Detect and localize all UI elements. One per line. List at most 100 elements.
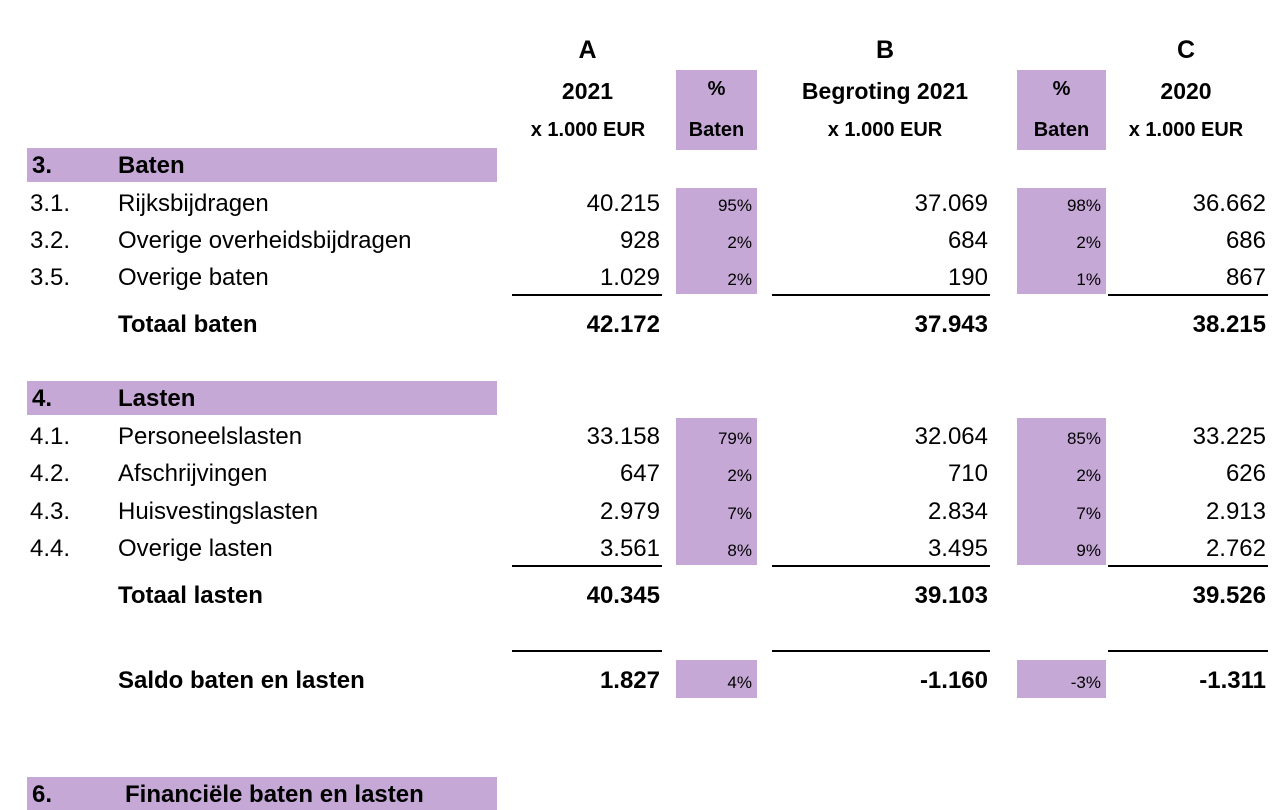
value-c: 867 <box>1225 264 1266 291</box>
pct-b: 1% <box>1076 270 1101 289</box>
section-financieel-header-shade <box>27 777 497 810</box>
value-c: 686 <box>1225 227 1266 254</box>
total-a: 40.345 <box>586 582 660 609</box>
value-b: 684 <box>947 227 988 254</box>
pct-column-a-shade <box>676 70 757 150</box>
value-a: 40.215 <box>586 190 660 217</box>
pct-b-shade-lasten <box>1017 418 1106 565</box>
value-b: 37.069 <box>914 190 988 217</box>
value-a: 1.029 <box>599 264 660 291</box>
total-a: 42.172 <box>586 311 660 338</box>
column-c-letter: C <box>1176 36 1196 64</box>
column-c-year: 2020 <box>1160 78 1212 104</box>
section-lasten-code: 4. <box>32 385 53 412</box>
pct-a-shade-baten <box>676 188 757 294</box>
column-a-pct-header: % <box>707 78 726 100</box>
row-code: 4.2. <box>30 460 71 487</box>
total-b: 37.943 <box>914 311 988 338</box>
pct-b: 98% <box>1066 196 1101 215</box>
row-label: Personeelslasten <box>118 423 303 450</box>
column-c-unit: x 1.000 EUR <box>1128 119 1244 141</box>
row-code: 3.1. <box>30 190 71 217</box>
pct-a: 2% <box>727 233 752 252</box>
pct-b-shade-saldo <box>1017 660 1106 698</box>
subtotal-rule-b <box>772 294 990 296</box>
row-label: Overige lasten <box>118 535 273 562</box>
row-label: Huisvestingslasten <box>118 498 319 525</box>
row-label: Afschrijvingen <box>118 460 268 487</box>
subtotal-rule-c <box>1108 294 1268 296</box>
column-a-pct-subheader: Baten <box>688 119 745 141</box>
section-lasten-title: Lasten <box>118 385 196 412</box>
column-b-pct-subheader: Baten <box>1033 119 1090 141</box>
pct-b: 2% <box>1076 233 1101 252</box>
pct-b: 85% <box>1066 429 1101 448</box>
column-a-unit: x 1.000 EUR <box>530 119 646 141</box>
row-label: Overige baten <box>118 264 269 291</box>
value-b: 710 <box>947 460 988 487</box>
value-a: 3.561 <box>599 535 660 562</box>
value-a: 928 <box>619 227 660 254</box>
column-a-letter: A <box>578 36 597 64</box>
row-code: 3.2. <box>30 227 71 254</box>
value-a: 2.979 <box>599 498 660 525</box>
section-financieel-title: Financiële baten en lasten <box>125 781 424 808</box>
column-a-year: 2021 <box>561 78 614 104</box>
total-c: 39.526 <box>1192 582 1266 609</box>
pct-a-shade-saldo <box>676 660 757 698</box>
pct-a: 2% <box>727 270 752 289</box>
pct-a: 7% <box>727 504 752 523</box>
saldo-rule-b <box>772 650 990 652</box>
value-c: 2.762 <box>1205 535 1266 562</box>
section-baten-code: 3. <box>32 152 53 179</box>
pct-a: 79% <box>717 429 752 448</box>
column-b-letter: B <box>875 36 895 64</box>
value-c: 36.662 <box>1192 190 1266 217</box>
value-a: 647 <box>619 460 660 487</box>
value-a: 33.158 <box>586 423 660 450</box>
column-b-pct-header: % <box>1052 78 1071 100</box>
row-code: 3.5. <box>30 264 71 291</box>
saldo-rule-a <box>512 650 662 652</box>
row-label: Rijksbijdragen <box>118 190 269 217</box>
pct-b: 2% <box>1076 466 1101 485</box>
subtotal-rule-c <box>1108 565 1268 567</box>
saldo-b: -1.160 <box>919 667 988 694</box>
section-lasten-header-shade <box>27 381 497 415</box>
saldo-label: Saldo baten en lasten <box>118 667 365 694</box>
value-c: 33.225 <box>1192 423 1266 450</box>
subtotal-rule-b <box>772 565 990 567</box>
pct-a: 2% <box>727 466 752 485</box>
section-financieel-code: 6. <box>32 781 53 808</box>
pct-b: 9% <box>1076 541 1101 560</box>
total-c: 38.215 <box>1192 311 1266 338</box>
pct-column-b-shade <box>1017 70 1106 150</box>
row-code: 4.4. <box>30 535 71 562</box>
value-b: 190 <box>947 264 988 291</box>
saldo-pct-a: 4% <box>727 673 752 692</box>
pct-b: 7% <box>1076 504 1101 523</box>
total-label: Totaal lasten <box>118 582 263 609</box>
saldo-rule-c <box>1108 650 1268 652</box>
subtotal-rule-a <box>512 565 662 567</box>
value-c: 2.913 <box>1205 498 1266 525</box>
row-label: Overige overheidsbijdragen <box>118 227 412 254</box>
saldo-pct-b: -3% <box>1070 673 1101 692</box>
value-b: 3.495 <box>927 535 988 562</box>
section-baten-header-shade <box>27 148 497 182</box>
subtotal-rule-a <box>512 294 662 296</box>
column-b-year: Begroting 2021 <box>801 78 969 104</box>
pct-a-shade-lasten <box>676 418 757 565</box>
row-code: 4.1. <box>30 423 71 450</box>
section-baten-title: Baten <box>118 152 185 179</box>
row-code: 4.3. <box>30 498 71 525</box>
value-b: 2.834 <box>927 498 988 525</box>
column-b-unit: x 1.000 EUR <box>827 119 943 141</box>
total-label: Totaal baten <box>118 311 258 338</box>
pct-a: 8% <box>727 541 752 560</box>
total-b: 39.103 <box>914 582 988 609</box>
value-c: 626 <box>1225 460 1266 487</box>
saldo-c: -1.311 <box>1199 667 1266 694</box>
pct-a: 95% <box>717 196 752 215</box>
value-b: 32.064 <box>914 423 988 450</box>
